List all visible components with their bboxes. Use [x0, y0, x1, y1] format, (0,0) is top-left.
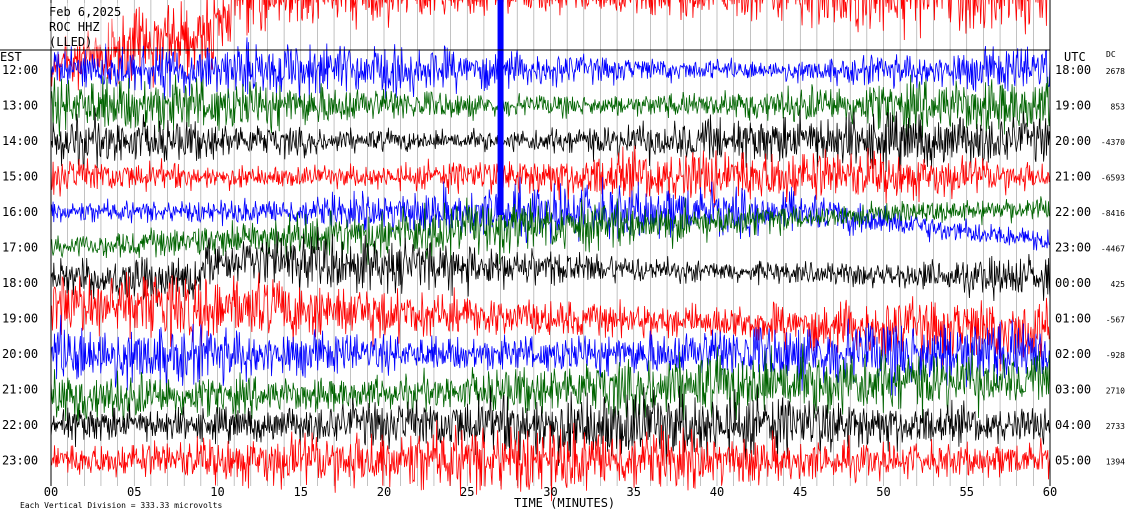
dc-offset-label: -8416 — [1101, 209, 1125, 218]
dc-offset-label: -4467 — [1101, 245, 1125, 254]
dc-offset-label: -4370 — [1101, 138, 1125, 147]
dc-offset-label: -928 — [1106, 351, 1125, 360]
x-tick-label: 55 — [960, 485, 974, 499]
utc-axis-title: UTC — [1064, 50, 1086, 64]
dc-offset-label: 853 — [1111, 103, 1126, 112]
utc-time-label: 01:00 — [1055, 312, 1091, 326]
x-tick-label: 30 — [543, 485, 557, 499]
x-axis-title: TIME (MINUTES) — [514, 496, 615, 510]
x-tick-label: 15 — [294, 485, 308, 499]
trace-row — [50, 107, 1051, 172]
date-label: Feb 6,2025 — [49, 5, 121, 19]
utc-time-label: 23:00 — [1055, 241, 1091, 255]
dc-offset-label: 2733 — [1106, 422, 1125, 431]
est-time-label: 17:00 — [2, 241, 38, 255]
dc-offset-label: 2678 — [1106, 67, 1125, 76]
x-tick-label: 25 — [460, 485, 474, 499]
est-time-label: 23:00 — [2, 454, 38, 468]
time-labels: 12:00 18:00 2678 13:00 19:00 853 14:00 20:00 -43… — [2, 63, 1125, 468]
trace-row — [50, 196, 1051, 265]
utc-time-label: 19:00 — [1055, 99, 1091, 113]
dc-offset-label: 2710 — [1106, 387, 1125, 396]
est-time-label: 16:00 — [2, 205, 38, 219]
est-time-label: 14:00 — [2, 134, 38, 148]
dc-axis-title: DC — [1106, 50, 1116, 59]
utc-time-label: 20:00 — [1055, 134, 1091, 148]
est-time-label: 13:00 — [2, 99, 38, 113]
dc-offset-label: -6593 — [1101, 174, 1125, 183]
x-tick-label: 35 — [627, 485, 641, 499]
utc-time-label: 05:00 — [1055, 454, 1091, 468]
utc-time-label: 00:00 — [1055, 276, 1091, 290]
dc-offset-label: -567 — [1106, 316, 1125, 325]
trace-row — [50, 37, 1051, 100]
trace-row — [50, 145, 1051, 208]
x-tick-label: 10 — [210, 485, 224, 499]
est-time-label: 12:00 — [2, 63, 38, 77]
header-backdrop — [46, 3, 118, 47]
est-time-label: 15:00 — [2, 170, 38, 184]
est-axis-title: EST — [0, 50, 22, 64]
utc-time-label: 22:00 — [1055, 205, 1091, 219]
x-tick-label: 45 — [793, 485, 807, 499]
x-tick-labels: 00 05 10 15 20 25 30 35 40 45 50 55 60 — [44, 485, 1057, 499]
x-tick-label: 40 — [710, 485, 724, 499]
scale-footer: Each Vertical Division = 333.33 microvol… — [20, 501, 222, 510]
x-tick-label: 60 — [1043, 485, 1057, 499]
utc-time-label: 21:00 — [1055, 170, 1091, 184]
trace-row — [50, 420, 1051, 502]
est-time-label: 18:00 — [2, 276, 38, 290]
x-tick-label: 50 — [876, 485, 890, 499]
est-time-label: 22:00 — [2, 418, 38, 432]
trace-row — [50, 226, 1051, 307]
utc-time-label: 02:00 — [1055, 347, 1091, 361]
trace-row — [50, 74, 1051, 138]
dc-offset-label: 425 — [1111, 280, 1126, 289]
trace-previous — [50, 0, 1048, 91]
utc-time-label: 04:00 — [1055, 418, 1091, 432]
seismic-traces — [50, 0, 1051, 502]
x-tick-label: 00 — [44, 485, 58, 499]
utc-time-label: 18:00 — [1055, 63, 1091, 77]
x-tick-label: 05 — [127, 485, 141, 499]
trace-row — [50, 314, 1051, 396]
event-burst — [497, 0, 504, 215]
dc-offset-label: 1394 — [1106, 458, 1125, 467]
network-label: (LLED) — [49, 35, 92, 49]
x-tick-label: 20 — [377, 485, 391, 499]
minute-gridlines — [67, 0, 1034, 486]
est-time-label: 21:00 — [2, 383, 38, 397]
utc-time-label: 03:00 — [1055, 383, 1091, 397]
est-time-label: 20:00 — [2, 347, 38, 361]
est-time-label: 19:00 — [2, 312, 38, 326]
station-label: ROC HHZ — [49, 20, 100, 34]
